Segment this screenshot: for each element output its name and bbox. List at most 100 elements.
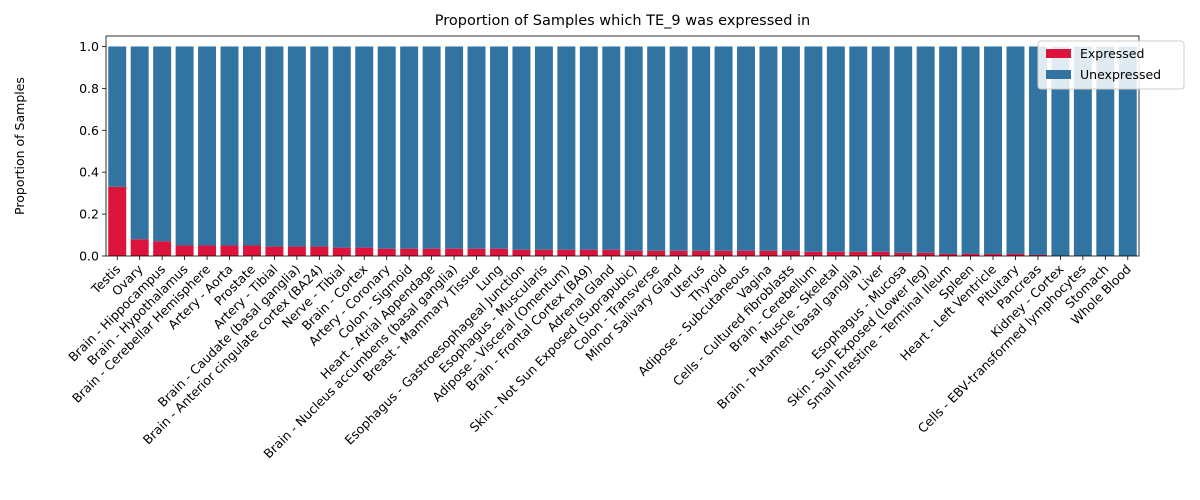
bar-unexpressed [781, 46, 800, 251]
bar-unexpressed [198, 46, 217, 246]
bar-expressed [355, 247, 374, 256]
bar-expressed [647, 250, 666, 256]
bar-expressed [1028, 254, 1047, 256]
bar-unexpressed [377, 46, 396, 249]
bar-unexpressed [534, 46, 553, 250]
y-tick-label: 1.0 [79, 39, 99, 54]
y-tick-label: 0.8 [79, 81, 99, 96]
bar-expressed [916, 252, 935, 256]
y-axis-label: Proportion of Samples [12, 77, 27, 215]
bar-expressed [534, 249, 553, 256]
bar-unexpressed [310, 46, 329, 247]
bar-expressed [220, 245, 239, 256]
bar-unexpressed [1051, 46, 1070, 257]
bar-unexpressed [1096, 46, 1115, 257]
bar-unexpressed [737, 46, 755, 251]
bar-expressed [602, 249, 621, 256]
bar-unexpressed [1073, 46, 1092, 257]
bar-unexpressed [579, 46, 598, 250]
bar-unexpressed [849, 46, 868, 252]
legend-box [1037, 40, 1185, 90]
bar-expressed [242, 245, 261, 256]
bar-unexpressed [332, 46, 351, 248]
bar-expressed [826, 251, 845, 256]
axes-frame [105, 35, 1140, 257]
bar-unexpressed [624, 46, 643, 251]
bar-unexpressed [130, 46, 149, 240]
bar-unexpressed [692, 46, 711, 251]
bar-unexpressed [647, 46, 666, 251]
bar-expressed [804, 251, 823, 256]
bar-unexpressed [714, 46, 733, 251]
bar-expressed [781, 250, 800, 256]
bar-expressed [445, 248, 464, 256]
chart-title: Proportion of Samples which TE_9 was exp… [435, 13, 810, 29]
bar-unexpressed [1006, 46, 1025, 254]
legend: Expressed Unexpressed [1037, 40, 1185, 90]
bar-expressed [108, 186, 127, 256]
bar-expressed [939, 253, 958, 256]
bar-expressed [467, 248, 486, 256]
bar-expressed [984, 253, 1003, 256]
bar-expressed [714, 250, 733, 256]
bar-unexpressed [961, 46, 980, 254]
bar-expressed [332, 247, 351, 256]
bar-unexpressed [512, 46, 531, 250]
bar-expressed [669, 250, 688, 256]
legend-swatch [1046, 49, 1071, 58]
bar-unexpressed [445, 46, 464, 249]
bar-unexpressed [175, 46, 194, 246]
bar-unexpressed [669, 46, 688, 251]
bar-expressed [265, 246, 284, 256]
bar-unexpressed [242, 46, 261, 246]
bar-expressed [624, 250, 643, 256]
bar-expressed [153, 241, 172, 256]
bar-expressed [512, 249, 531, 256]
bar-unexpressed [265, 46, 284, 247]
bar-unexpressed [108, 46, 127, 187]
bar-expressed [759, 250, 778, 256]
bar-expressed [579, 249, 598, 256]
bar-unexpressed [422, 46, 441, 249]
y-tick-label: 0.0 [79, 249, 99, 264]
bar-expressed [175, 245, 194, 256]
legend-swatch [1046, 70, 1071, 79]
bar-unexpressed [220, 46, 239, 246]
bar-expressed [377, 248, 396, 256]
bar-unexpressed [1118, 46, 1137, 257]
y-tick-label: 0.4 [79, 165, 99, 180]
bar-unexpressed [490, 46, 508, 249]
bar-unexpressed [1028, 46, 1047, 255]
bar-expressed [894, 252, 913, 256]
bar-unexpressed [984, 46, 1003, 254]
bar-expressed [287, 246, 306, 256]
bar-expressed [1006, 253, 1025, 256]
bar-expressed [310, 246, 329, 256]
bar-expressed [692, 250, 711, 256]
y-tick-label: 0.2 [79, 207, 99, 222]
bar-expressed [400, 248, 419, 256]
bar-expressed [422, 248, 441, 256]
bar-unexpressed [826, 46, 845, 252]
bar-unexpressed [916, 46, 935, 253]
bar-expressed [737, 250, 755, 256]
legend-label: Expressed [1080, 46, 1144, 61]
bar-expressed [130, 239, 149, 256]
bar-unexpressed [804, 46, 823, 252]
bar-unexpressed [939, 46, 958, 254]
bar-unexpressed [153, 46, 172, 242]
bar-unexpressed [759, 46, 778, 251]
y-tick-label: 0.6 [79, 123, 99, 138]
bar-unexpressed [467, 46, 486, 249]
bar-unexpressed [287, 46, 306, 247]
bar-unexpressed [871, 46, 890, 252]
bar-expressed [490, 248, 508, 256]
bar-unexpressed [400, 46, 419, 249]
bar-expressed [871, 251, 890, 256]
bar-expressed [557, 249, 576, 256]
bar-expressed [198, 245, 217, 256]
bar-unexpressed [894, 46, 913, 253]
legend-label: Unexpressed [1080, 67, 1161, 82]
